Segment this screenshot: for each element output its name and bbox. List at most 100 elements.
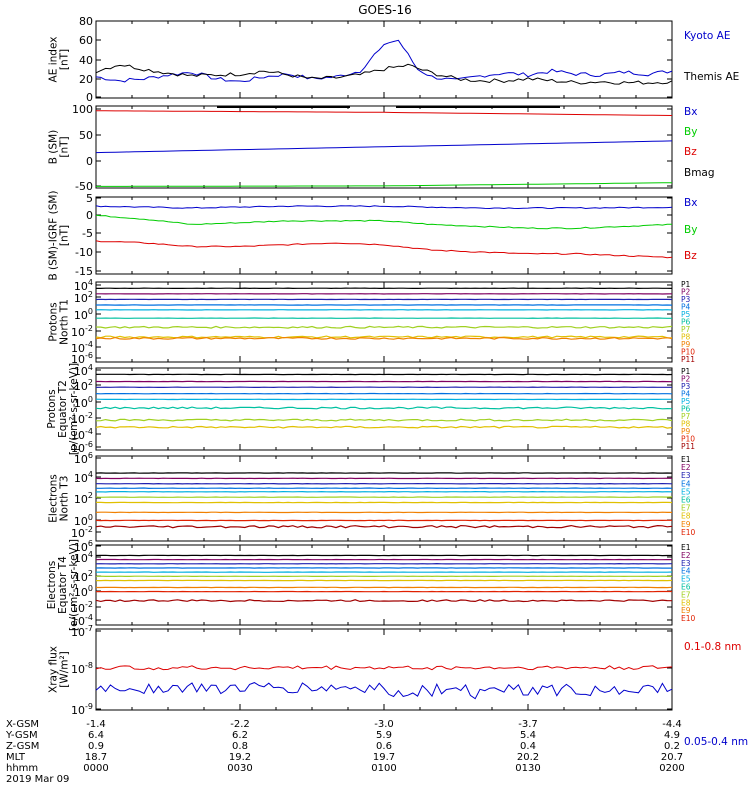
legend-e3: E3 <box>681 559 691 568</box>
y-tick-label: 10-4 <box>71 427 93 442</box>
legend-p9: P9 <box>681 427 691 436</box>
legend-e6: E6 <box>681 583 691 592</box>
legend-p10: P10 <box>681 348 695 357</box>
orbit-cell: 6.2 <box>232 730 248 741</box>
orbit-cell: 0000 <box>83 763 108 774</box>
panel-frame <box>95 20 673 99</box>
orbit-row-label: Z-GSM <box>6 741 39 752</box>
y-tick-label: 106 <box>74 539 93 554</box>
panel-frame <box>95 367 673 451</box>
chart-title: GOES-16 <box>358 3 412 17</box>
series-p9 <box>95 336 673 340</box>
y-tick-label: 102 <box>74 290 93 305</box>
y-tick-label: 20 <box>79 73 93 86</box>
legend-e5: E5 <box>681 487 691 496</box>
legend-p7: P7 <box>681 325 691 334</box>
legend-p4: P4 <box>681 303 691 312</box>
legend-p8: P8 <box>681 333 691 342</box>
series-e10 <box>95 599 673 603</box>
y-tick-label: -5 <box>82 227 93 240</box>
orbit-cell: -2.2 <box>230 719 250 730</box>
y-axis-label: B (SM) <box>48 130 60 164</box>
y-tick-label: 10-2 <box>71 525 93 540</box>
panel-frame <box>95 455 673 542</box>
legend-bz: Bz <box>684 146 697 158</box>
y-axis-label: North T1 <box>59 299 71 345</box>
orbit-cell: 0.8 <box>232 741 248 752</box>
legend-p8: P8 <box>681 420 691 429</box>
legend-e10: E10 <box>681 528 696 537</box>
legend-p2: P2 <box>681 375 691 384</box>
legend-by: By <box>684 126 697 138</box>
y-axis-label: [nT] <box>59 225 71 246</box>
y-tick-label: 10-9 <box>71 702 93 717</box>
y-axis-label: Protons <box>48 302 60 341</box>
orbit-row-label: MLT <box>6 752 26 763</box>
series-e10 <box>95 524 673 529</box>
legend-e2: E2 <box>681 551 691 560</box>
series-p8 <box>95 335 673 339</box>
series-by <box>96 182 673 187</box>
legend-e8: E8 <box>681 598 691 607</box>
orbit-cell: 0100 <box>371 763 396 774</box>
legend-e7: E7 <box>681 590 691 599</box>
legend-p1: P1 <box>681 367 691 376</box>
legend-e4: E4 <box>681 567 691 576</box>
series-bx <box>95 140 673 154</box>
date-label: 2019 Mar 09 <box>6 774 69 785</box>
orbit-cell: 20.7 <box>661 752 683 763</box>
y-tick-label: 60 <box>79 34 93 47</box>
series-by <box>95 214 672 230</box>
series-bx <box>95 205 673 210</box>
legend-e7: E7 <box>681 504 691 513</box>
orbit-cell: 0.9 <box>88 741 104 752</box>
y-tick-label: 10-6 <box>71 351 93 366</box>
legend-bx: Bx <box>684 197 697 209</box>
y-axis-label: Equator T2 <box>57 380 69 438</box>
series-kyoto-ae <box>95 39 673 83</box>
orbit-cell: 19.2 <box>229 752 251 763</box>
orbit-row-label: hhmm <box>6 763 38 774</box>
legend-p10: P10 <box>681 435 695 444</box>
y-tick-label: -15 <box>75 265 93 278</box>
orbit-cell: 20.2 <box>517 752 539 763</box>
legend-p1: P1 <box>681 280 691 289</box>
orbit-cell: 5.4 <box>520 730 536 741</box>
orbit-cell: 19.7 <box>373 752 395 763</box>
legend-e5: E5 <box>681 575 691 584</box>
y-axis-label: [p/(cm²-s-sr-keV)] <box>68 363 80 455</box>
orbit-cell: -3.7 <box>518 719 538 730</box>
y-axis-label: [nT] <box>59 136 71 157</box>
y-tick-label: 40 <box>79 54 93 67</box>
y-tick-label: 0 <box>86 91 93 104</box>
panel-frame <box>95 628 673 711</box>
y-tick-label: 10-4 <box>71 613 93 628</box>
legend-e8: E8 <box>681 512 691 521</box>
panel-ae: 80 60 40 20 0 AE index [nT] Kyoto AE Themis AE <box>48 15 740 104</box>
y-axis-label: Protons <box>46 389 58 428</box>
panel-frame <box>95 544 673 626</box>
series-p8 <box>95 425 673 429</box>
y-tick-label: 104 <box>74 470 93 485</box>
orbit-cell: 18.7 <box>85 752 107 763</box>
y-tick-label: 10-7 <box>71 624 93 639</box>
y-axis-label: AE index <box>48 37 60 83</box>
legend-e2: E2 <box>681 463 691 472</box>
legend-e9: E9 <box>681 520 691 529</box>
y-axis-label: [nT] <box>59 49 71 70</box>
y-tick-label: 104 <box>74 550 93 565</box>
y-tick-label: 100 <box>74 307 93 322</box>
legend-0-1-0-8-nm: 0.1-0.8 nm <box>684 641 741 653</box>
y-tick-label: 10-8 <box>71 661 93 676</box>
legend-e3: E3 <box>681 471 691 480</box>
orbit-cell: -1.4 <box>86 719 106 730</box>
y-tick-label: 102 <box>74 378 93 393</box>
y-tick-label: 50 <box>79 129 93 142</box>
y-tick-label: 100 <box>72 103 93 116</box>
legend-e1: E1 <box>681 455 691 464</box>
legend-bx: Bx <box>684 106 697 118</box>
